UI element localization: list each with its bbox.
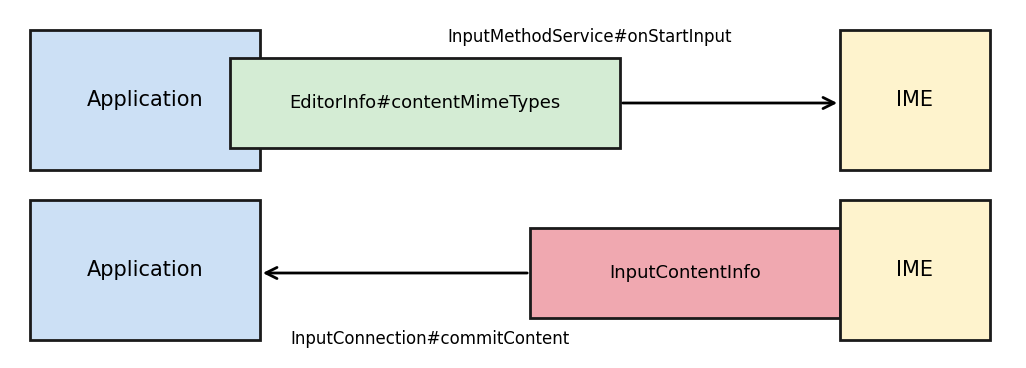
Bar	[30, 30, 260, 170]
Bar	[530, 228, 840, 318]
Bar	[30, 200, 260, 340]
Bar	[230, 58, 620, 148]
Bar	[840, 30, 990, 170]
Text: InputConnection#commitContent: InputConnection#commitContent	[290, 330, 569, 348]
Text: InputContentInfo: InputContentInfo	[609, 264, 761, 282]
Text: EditorInfo#contentMimeTypes: EditorInfo#contentMimeTypes	[289, 94, 560, 112]
Bar	[840, 200, 990, 340]
Text: InputMethodService#onStartInput: InputMethodService#onStartInput	[447, 28, 733, 46]
Text: Application: Application	[86, 260, 203, 280]
Text: IME: IME	[897, 260, 934, 280]
Text: Application: Application	[86, 90, 203, 110]
Text: IME: IME	[897, 90, 934, 110]
